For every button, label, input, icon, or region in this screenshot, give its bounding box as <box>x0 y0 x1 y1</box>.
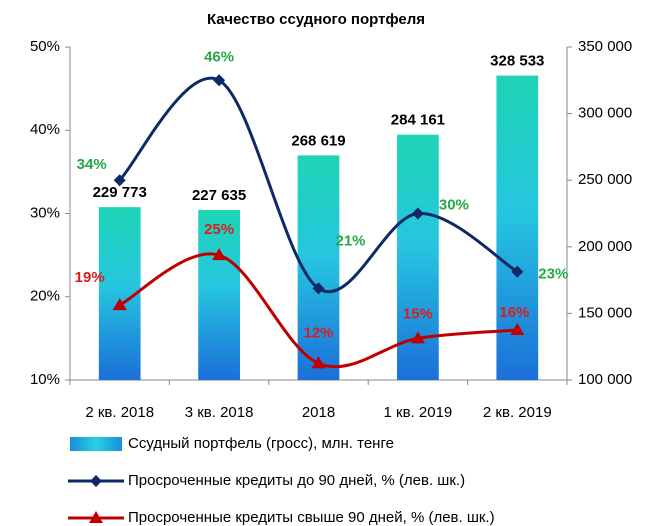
marker <box>213 74 226 87</box>
legend-marker <box>89 511 103 523</box>
line-value-label: 30% <box>439 196 469 213</box>
y-tick-label: 20% <box>30 288 60 305</box>
x-tick-label: 2 кв. 2018 <box>85 404 154 421</box>
y-tick-label: 40% <box>30 121 60 138</box>
line-value-label: 21% <box>335 232 365 249</box>
y2-tick-label: 100 000 <box>578 371 632 388</box>
marker <box>312 282 325 295</box>
legend-label: Просроченные кредиты до 90 дней, % (лев.… <box>128 472 465 489</box>
bar-value-label: 227 635 <box>192 187 246 204</box>
bar-value-label: 328 533 <box>490 53 544 70</box>
marker <box>112 298 127 311</box>
y2-tick-label: 250 000 <box>578 171 632 188</box>
line-value-label: 15% <box>403 305 433 322</box>
bar-value-label: 268 619 <box>291 132 345 149</box>
line-value-label: 23% <box>538 266 568 283</box>
line-value-label: 46% <box>204 48 234 65</box>
marker <box>410 331 425 344</box>
chart-title: Качество ссудного портфеля <box>207 11 425 28</box>
marker <box>113 174 126 187</box>
x-tick-label: 3 кв. 2018 <box>185 404 254 421</box>
legend-marker <box>90 475 102 487</box>
x-tick-label: 2 кв. 2019 <box>483 404 552 421</box>
marker <box>311 356 326 369</box>
line-value-label: 19% <box>75 269 105 286</box>
legend-label: Ссудный портфель (гросс), млн. тенге <box>128 435 394 452</box>
marker <box>212 248 227 261</box>
line <box>118 76 519 293</box>
line-value-label: 16% <box>499 304 529 321</box>
bar-value-label: 229 773 <box>93 184 147 201</box>
line-value-label: 25% <box>204 221 234 238</box>
x-tick-label: 1 кв. 2019 <box>384 404 453 421</box>
y-tick-label: 30% <box>30 204 60 221</box>
line <box>118 252 518 369</box>
marker <box>510 323 525 336</box>
line-value-label: 12% <box>303 324 333 341</box>
bar <box>198 209 240 380</box>
bar-value-label: 284 161 <box>391 112 445 129</box>
y2-tick-label: 350 000 <box>578 38 632 55</box>
y2-tick-label: 200 000 <box>578 238 632 255</box>
marker <box>511 265 524 278</box>
y-tick-label: 50% <box>30 38 60 55</box>
bar <box>297 155 340 380</box>
y2-tick-label: 150 000 <box>578 304 632 321</box>
line-value-label: 34% <box>77 156 107 173</box>
marker <box>411 207 424 220</box>
y2-tick-label: 300 000 <box>578 105 632 122</box>
x-tick-label: 2018 <box>302 404 335 421</box>
legend-label: Просроченные кредиты свыше 90 дней, % (л… <box>128 509 495 526</box>
y-tick-label: 10% <box>30 371 60 388</box>
legend-swatch <box>70 437 122 451</box>
